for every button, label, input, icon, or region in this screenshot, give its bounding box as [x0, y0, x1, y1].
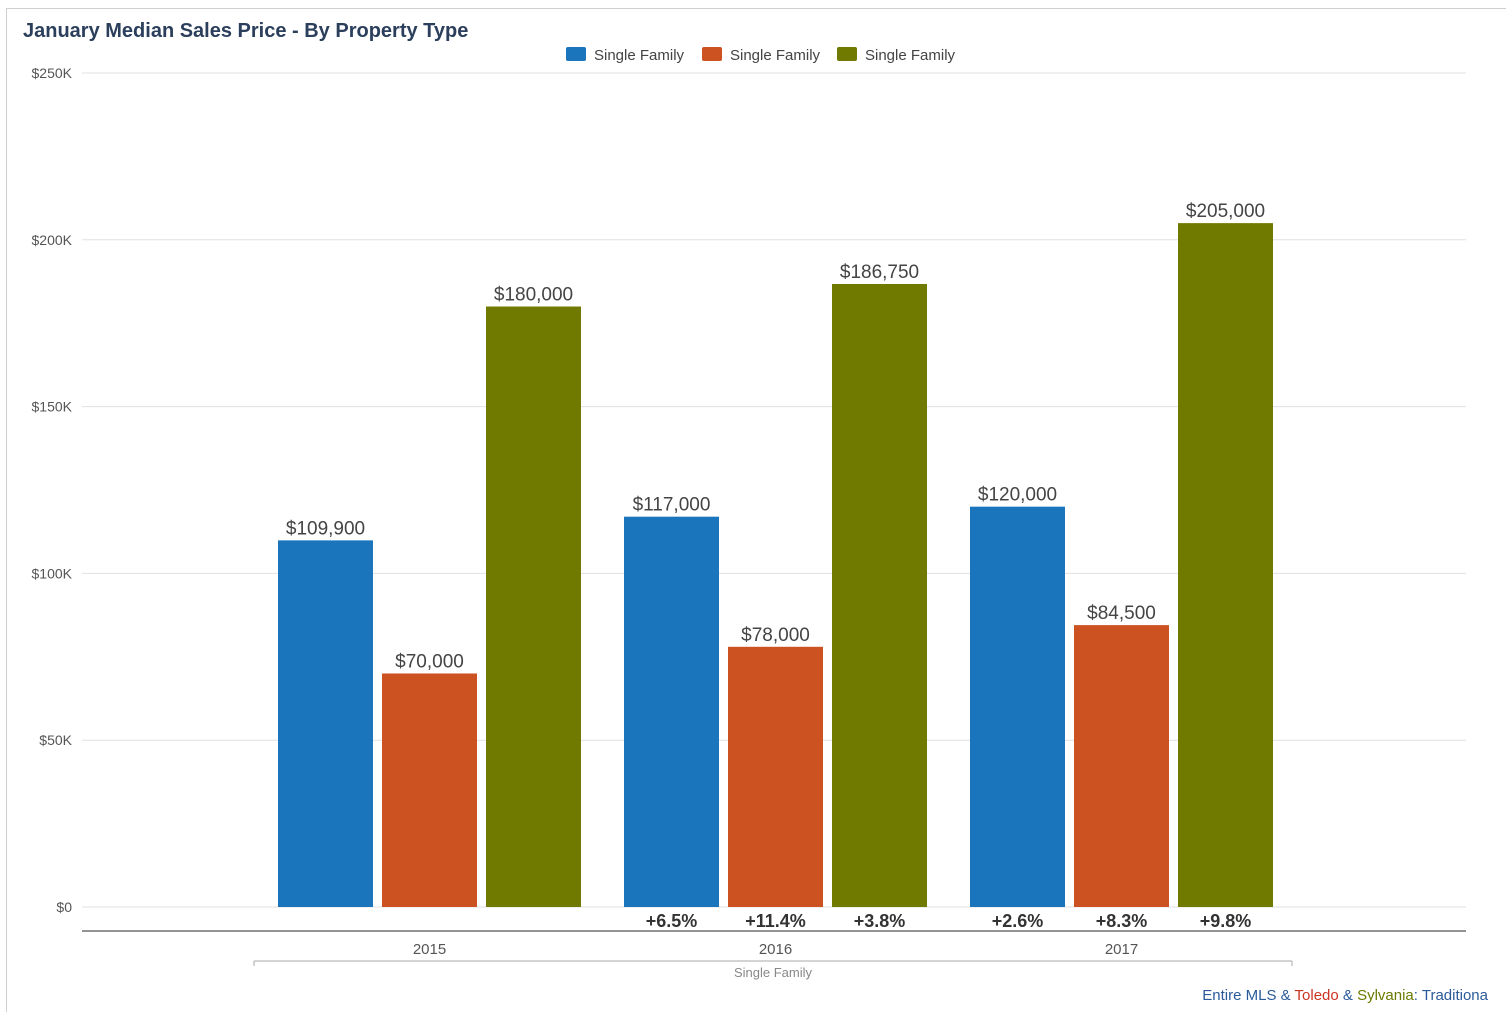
bar [832, 284, 927, 907]
chart-frame [6, 8, 1506, 1012]
data-label: $84,500 [1087, 603, 1156, 624]
y-tick-label: $200K [32, 232, 73, 248]
data-label: $109,900 [286, 518, 365, 539]
y-tick-label: $100K [32, 565, 73, 581]
data-label: $205,000 [1186, 201, 1265, 222]
footer-part: Toledo [1295, 987, 1339, 1004]
bar [624, 516, 719, 907]
change-label: +3.8% [854, 911, 906, 931]
footer-part: Sylvania [1357, 987, 1414, 1004]
bar [382, 673, 477, 907]
legend-label: Single Family [594, 47, 685, 64]
data-label: $180,000 [494, 285, 573, 306]
group-label: Single Family [734, 965, 813, 980]
x-axis: 2015 2016 2017 Single Family [82, 930, 1466, 980]
data-label: $78,000 [741, 625, 810, 646]
y-tick-label: $0 [56, 899, 72, 915]
bar [1178, 223, 1273, 907]
y-tick-label: $250K [32, 65, 73, 81]
change-label: +8.3% [1096, 911, 1148, 931]
bar [728, 646, 823, 907]
legend-swatch [702, 47, 722, 61]
data-label: $186,750 [840, 262, 919, 283]
x-category-label: 2017 [1105, 941, 1138, 958]
legend-swatch [837, 47, 857, 61]
footer-credits: Entire MLS & Toledo & Sylvania: Traditio… [1202, 987, 1488, 1004]
legend: Single Family Single Family Single Family [566, 47, 956, 64]
bar [1074, 625, 1169, 907]
data-label: $120,000 [978, 485, 1057, 506]
change-label: +9.8% [1200, 911, 1252, 931]
y-axis: $0 $50K $100K $150K $200K $250K [32, 65, 73, 915]
legend-swatch [566, 47, 586, 61]
footer-part: & [1339, 987, 1357, 1004]
change-label: +11.4% [745, 911, 806, 931]
legend-label: Single Family [730, 47, 821, 64]
footer-part: & [1276, 987, 1294, 1004]
y-tick-label: $150K [32, 399, 73, 415]
bar [970, 506, 1065, 907]
x-category-label: 2015 [413, 941, 446, 958]
footer-part: Entire MLS [1202, 987, 1276, 1004]
change-label: +2.6% [992, 911, 1044, 931]
chart-title: January Median Sales Price - By Property… [23, 20, 468, 42]
bar [278, 540, 373, 907]
data-label: $70,000 [395, 651, 464, 672]
data-label: $117,000 [633, 495, 711, 516]
change-label: +6.5% [646, 911, 698, 931]
bars: $109,900 $70,000 $180,000 $117,000 +6.5% $78,… [278, 201, 1273, 931]
bar [486, 306, 581, 907]
legend-label: Single Family [865, 47, 956, 64]
y-tick-label: $50K [39, 732, 72, 748]
x-category-label: 2016 [759, 941, 792, 958]
footer-part: : Traditiona [1414, 987, 1489, 1004]
